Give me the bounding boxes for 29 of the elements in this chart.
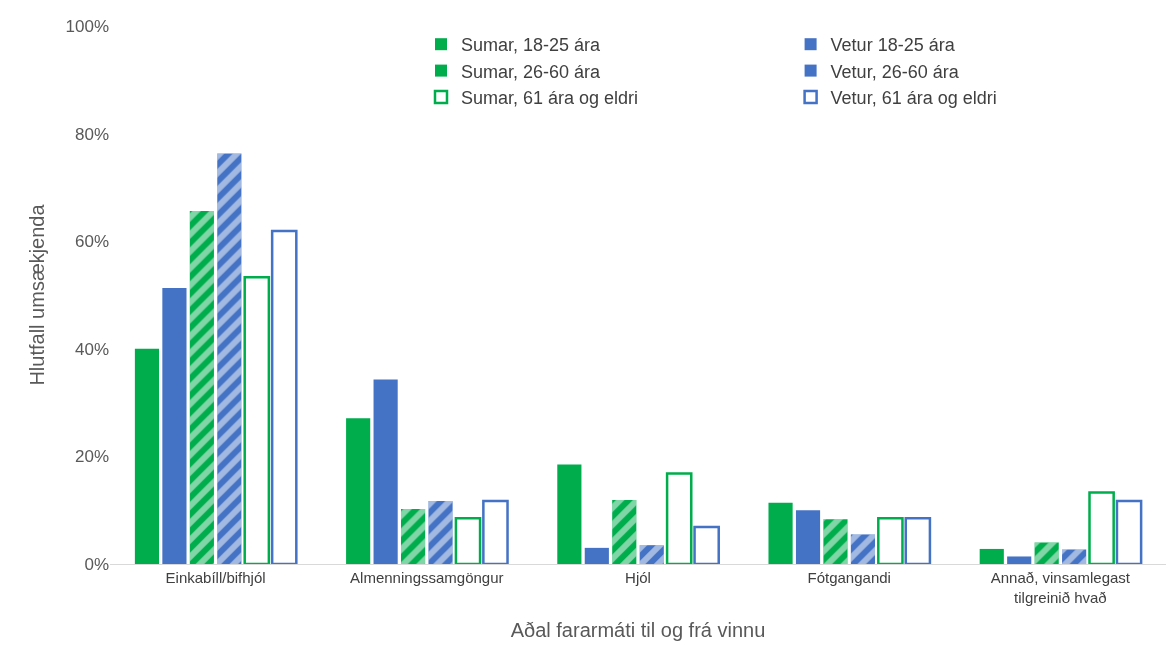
y-tick-label: 20% bbox=[74, 447, 109, 467]
y-tick-label: 80% bbox=[74, 124, 109, 144]
bar bbox=[979, 548, 1004, 564]
bar bbox=[768, 502, 793, 564]
legend-label: Sumar, 26-60 ára bbox=[461, 61, 602, 82]
y-tick-label: 100% bbox=[65, 16, 109, 36]
x-tick-label: Fótgangandi bbox=[807, 569, 891, 586]
bar bbox=[134, 348, 160, 564]
x-tick-label: Hjól bbox=[625, 569, 651, 586]
bar bbox=[795, 510, 821, 564]
bar bbox=[1007, 556, 1032, 564]
y-axis-title: Hlutfall umsækjenda bbox=[26, 203, 49, 386]
x-tick-label: Annað, vinsamlegast tilgreinið hvað bbox=[990, 569, 1131, 606]
bar bbox=[373, 379, 398, 564]
bar bbox=[346, 418, 371, 564]
x-tick-label: Almenningssamgöngur bbox=[350, 569, 504, 586]
x-axis-title: Aðal fararmáti til og frá vinnu bbox=[510, 619, 766, 641]
bar bbox=[162, 288, 187, 564]
bar bbox=[557, 464, 582, 564]
bar bbox=[584, 547, 609, 564]
legend-label: Sumar, 61 ára og eldri bbox=[461, 88, 639, 109]
y-tick-label: 0% bbox=[84, 554, 109, 574]
y-tick-label: 40% bbox=[74, 339, 109, 359]
legend-label: Sumar, 18-25 ára bbox=[461, 35, 602, 56]
legend-label: Vetur 18-25 ára bbox=[830, 35, 956, 56]
y-tick-label: 60% bbox=[74, 232, 109, 252]
legend-label: Vetur, 61 ára og eldri bbox=[830, 88, 997, 109]
legend-label: Vetur, 26-60 ára bbox=[830, 61, 960, 82]
x-tick-label: Einkabíll/bifhjól bbox=[165, 569, 266, 586]
